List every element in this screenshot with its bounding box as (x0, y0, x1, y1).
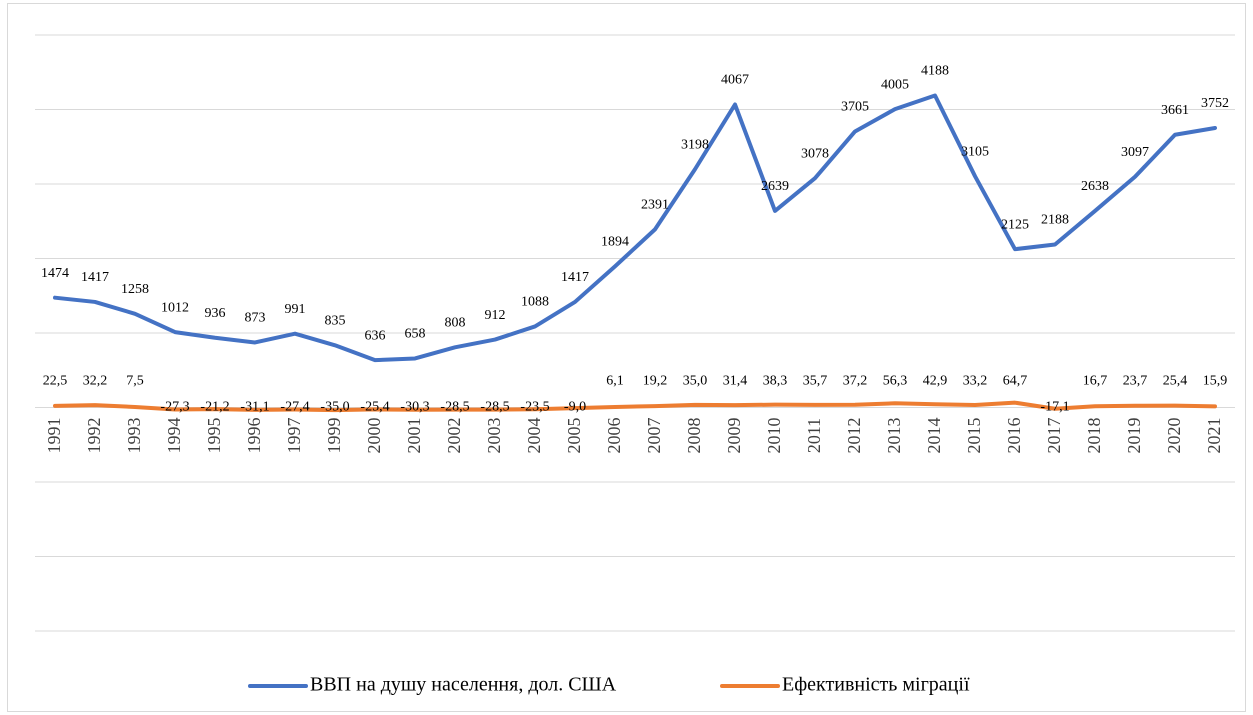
data-label: 1012 (161, 300, 189, 315)
x-tick-label: 2016 (1004, 418, 1024, 454)
data-label: 936 (205, 306, 226, 321)
x-tick-label: 2021 (1204, 418, 1224, 454)
x-tick-label: 2019 (1124, 418, 1144, 454)
data-label: 873 (245, 311, 266, 326)
legend: ВВП на душу населення, дол. США Ефективні… (248, 674, 970, 696)
data-label: 23,7 (1123, 374, 1148, 389)
x-tick-label: 2014 (924, 418, 944, 454)
x-tick-label: 2017 (1044, 418, 1064, 454)
data-label: -31,1 (240, 400, 269, 415)
x-tick-label: 1992 (84, 418, 104, 454)
data-label: 4005 (881, 77, 909, 92)
x-tick-label: 2018 (1084, 418, 1104, 454)
x-tick-label: 1994 (164, 418, 184, 454)
data-label: -25,4 (360, 400, 389, 415)
x-tick-label: 2013 (884, 418, 904, 454)
chart-border (7, 3, 1246, 712)
data-label: 42,9 (923, 374, 948, 389)
series-line (53, 93, 1217, 363)
data-label: -27,4 (280, 400, 309, 415)
data-label: 1474 (41, 266, 69, 281)
data-label: 37,2 (843, 374, 868, 389)
x-tick-label: 2007 (644, 418, 664, 454)
data-label: 31,4 (723, 374, 748, 389)
data-label: -35,0 (320, 400, 349, 415)
x-tick-label: 2001 (404, 418, 424, 454)
x-tick-label: 2002 (444, 418, 464, 454)
x-tick-label: 1993 (124, 418, 144, 454)
data-label: 32,2 (83, 374, 108, 389)
data-label: 636 (365, 328, 386, 343)
data-label: 3198 (681, 137, 709, 152)
x-tick-label: 2020 (1164, 418, 1184, 454)
data-label: 64,7 (1003, 374, 1028, 389)
data-label: 2639 (761, 179, 789, 194)
data-label: 3078 (801, 146, 829, 161)
data-label: 835 (325, 314, 346, 329)
data-label: 16,7 (1083, 374, 1108, 389)
x-tick-label: 1999 (324, 418, 344, 454)
legend-label: ВВП на душу населення, дол. США (310, 674, 617, 696)
x-tick-label: 1995 (204, 418, 224, 454)
data-label: 56,3 (883, 374, 908, 389)
data-label: 1417 (81, 270, 109, 285)
x-tick-label: 2005 (564, 418, 584, 454)
data-label: 2391 (641, 198, 669, 213)
data-label: 25,4 (1163, 374, 1188, 389)
data-label: 3752 (1201, 96, 1229, 111)
data-label: 15,9 (1203, 374, 1228, 389)
x-tick-label: 2012 (844, 418, 864, 454)
data-label: 3661 (1161, 103, 1189, 118)
data-label: 3705 (841, 100, 869, 115)
x-tick-label: 2006 (604, 418, 624, 454)
x-tick-label: 2004 (524, 418, 544, 454)
data-label: 808 (445, 316, 466, 331)
x-tick-label: 2008 (684, 418, 704, 454)
data-label: -23,5 (520, 400, 549, 415)
data-label: 33,2 (963, 374, 988, 389)
data-label: -28,5 (480, 400, 509, 415)
x-tick-label: 2000 (364, 418, 384, 454)
data-label: 4188 (921, 64, 949, 79)
data-label: 22,5 (43, 374, 68, 389)
data-label: 35,7 (803, 374, 828, 389)
data-label: 3105 (961, 144, 989, 159)
data-label: 2188 (1041, 213, 1069, 228)
x-tick-label: 2003 (484, 418, 504, 454)
x-tick-label: 2010 (764, 418, 784, 454)
data-label: 6,1 (606, 374, 624, 389)
x-tick-label: 1996 (244, 418, 264, 454)
data-label: 1088 (521, 295, 549, 310)
data-label: -28,5 (440, 400, 469, 415)
data-label: 2125 (1001, 217, 1029, 232)
data-label: 38,3 (763, 374, 788, 389)
x-tick-label: 2009 (724, 418, 744, 454)
data-label: 991 (285, 302, 306, 317)
series-line (53, 400, 1217, 413)
x-tick-label: 1991 (44, 418, 64, 454)
data-label: 2638 (1081, 179, 1109, 194)
data-label: 1258 (121, 282, 149, 297)
x-tick-label: 2015 (964, 418, 984, 454)
data-label: 4067 (721, 73, 749, 88)
data-label: 7,5 (126, 374, 144, 389)
data-label: 3097 (1121, 145, 1149, 160)
x-tick-label: 1997 (284, 418, 304, 454)
data-label: -17,1 (1040, 400, 1069, 415)
data-label: -21,2 (200, 400, 229, 415)
data-label: -27,3 (160, 400, 189, 415)
x-tick-label: 2011 (804, 418, 824, 453)
data-label: 1417 (561, 270, 589, 285)
data-label: 658 (405, 327, 426, 342)
data-label: 912 (485, 308, 506, 323)
legend-label: Ефективність міграції (782, 674, 970, 696)
data-label: -9,0 (564, 400, 586, 415)
data-label: 19,2 (643, 374, 668, 389)
data-label: 35,0 (683, 374, 708, 389)
data-label: 1894 (601, 235, 629, 250)
data-label: -30,3 (400, 400, 429, 415)
